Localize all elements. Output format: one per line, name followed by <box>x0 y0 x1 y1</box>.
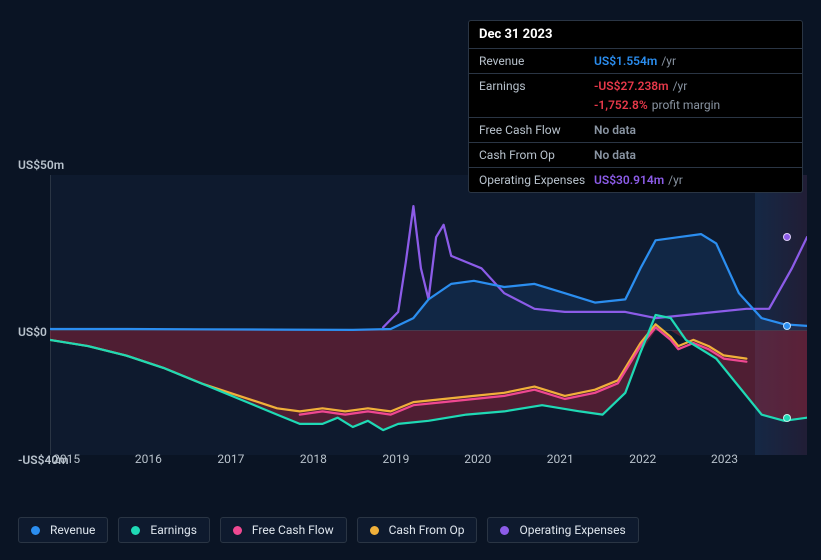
legend-dot-icon <box>31 526 40 535</box>
tooltip-row: Operating ExpensesUS$30.914m/yr <box>469 167 802 192</box>
legend-item-earnings[interactable]: Earnings <box>118 517 210 543</box>
tooltip-value: US$1.554m/yr <box>594 54 676 68</box>
tooltip-label <box>479 98 594 112</box>
tooltip-row: RevenueUS$1.554m/yr <box>469 48 802 73</box>
legend-label: Earnings <box>150 523 197 537</box>
tooltip-label: Free Cash Flow <box>479 123 594 137</box>
tooltip-date: Dec 31 2023 <box>469 21 802 48</box>
legend-item-operating-expenses[interactable]: Operating Expenses <box>487 517 638 543</box>
tooltip-label: Earnings <box>479 79 594 93</box>
legend-item-free-cash-flow[interactable]: Free Cash Flow <box>220 517 347 543</box>
tooltip-row: Cash From OpNo data <box>469 142 802 167</box>
legend-dot-icon <box>233 526 242 535</box>
tooltip-row: Earnings-US$27.238m/yr <box>469 73 802 98</box>
tooltip-label: Cash From Op <box>479 148 594 162</box>
tooltip-label: Revenue <box>479 54 594 68</box>
tooltip-row: -1,752.8%profit margin <box>469 98 802 117</box>
tooltip-value: -US$27.238m/yr <box>594 79 687 93</box>
legend-dot-icon <box>370 526 379 535</box>
legend-label: Free Cash Flow <box>252 523 334 537</box>
legend-label: Revenue <box>50 523 95 537</box>
legend-label: Operating Expenses <box>519 523 625 537</box>
legend: Revenue Earnings Free Cash Flow Cash From O… <box>18 517 639 543</box>
tooltip-value: -1,752.8%profit margin <box>594 98 720 112</box>
tooltip-value: No data <box>594 123 636 137</box>
legend-dot-icon <box>500 526 509 535</box>
legend-item-revenue[interactable]: Revenue <box>18 517 108 543</box>
y-label-zero: US$0 <box>18 325 47 339</box>
chart-area: US$50m US$0 -US$40m 20152016201720182019… <box>18 160 807 470</box>
tooltip-value: No data <box>594 148 636 162</box>
earnings-end-marker <box>783 414 791 422</box>
revenue-end-marker <box>783 322 791 330</box>
chart-svg[interactable] <box>50 175 807 455</box>
legend-item-cash-from-op[interactable]: Cash From Op <box>357 517 478 543</box>
chart-tooltip: Dec 31 2023 RevenueUS$1.554m/yrEarnings-… <box>468 20 803 193</box>
tooltip-row: Free Cash FlowNo data <box>469 117 802 142</box>
tooltip-value: US$30.914m/yr <box>594 173 683 187</box>
operating_expenses-end-marker <box>783 233 791 241</box>
legend-label: Cash From Op <box>389 523 465 537</box>
legend-dot-icon <box>131 526 140 535</box>
tooltip-label: Operating Expenses <box>479 173 594 187</box>
